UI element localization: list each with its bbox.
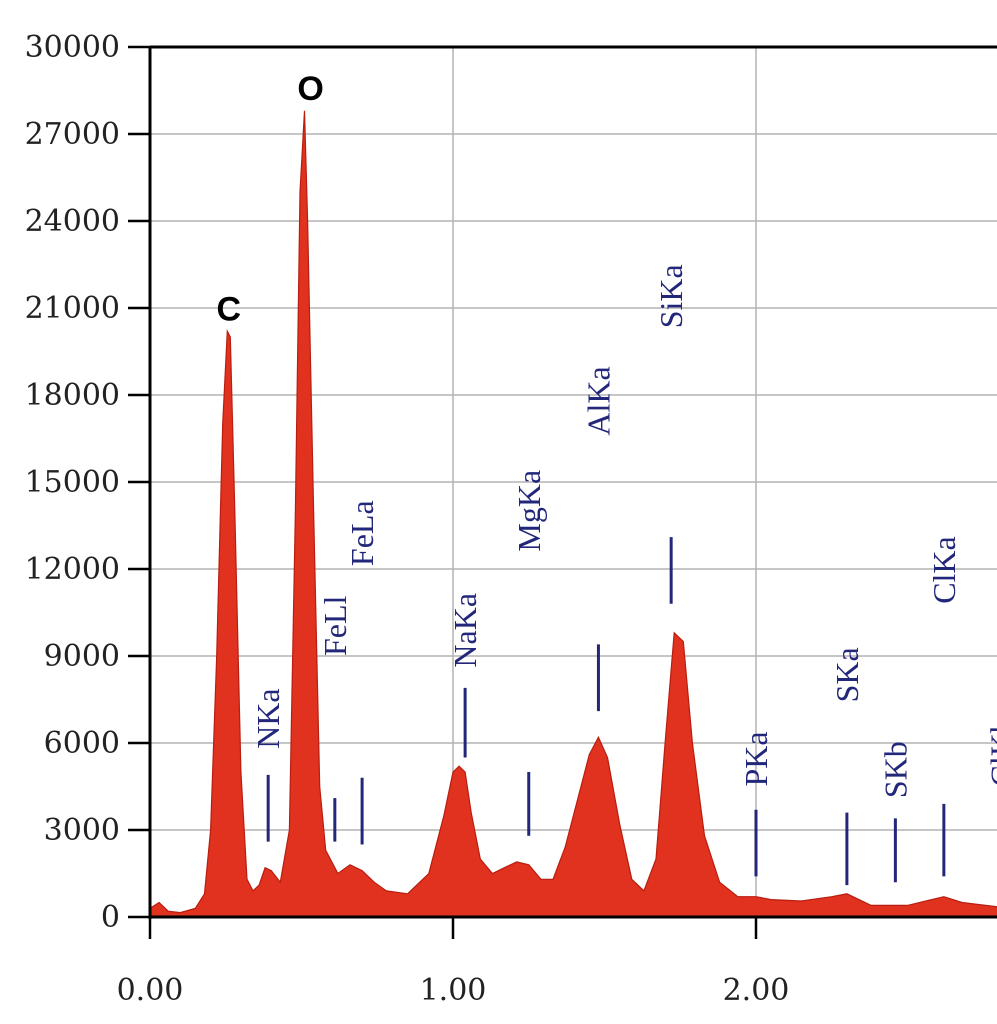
y-tick-label-27000: 27000 bbox=[25, 117, 120, 152]
y-tick-label-21000: 21000 bbox=[25, 291, 120, 326]
x-tick-label-0.00: 0.00 bbox=[117, 973, 184, 1008]
peak-markers: NKa FeLl FeLa NaKa MgKa AlKa SiKa PKa SKa SKb ClKa… bbox=[250, 264, 997, 886]
y-tick-label-24000: 24000 bbox=[25, 204, 120, 239]
x-tick-label-2.00: 2.00 bbox=[723, 973, 790, 1008]
peak-label-FeLa: FeLa bbox=[344, 500, 380, 566]
axes bbox=[128, 45, 997, 939]
peak-label-SKa: SKa bbox=[829, 647, 865, 702]
y-tick-label-3000: 3000 bbox=[44, 813, 120, 848]
y-tick-label-9000: 9000 bbox=[44, 639, 120, 674]
y-tick-label-12000: 12000 bbox=[25, 552, 120, 587]
element-label-O: O bbox=[297, 70, 323, 108]
element-label-C: C bbox=[216, 290, 241, 328]
y-tick-label-15000: 15000 bbox=[25, 465, 120, 500]
y-tick-label-30000: 30000 bbox=[25, 30, 120, 65]
peak-label-PKa: PKa bbox=[738, 731, 774, 786]
y-tick-labels: 0 3000 6000 9000 12000 15000 18000 21000 24000 27… bbox=[25, 30, 120, 935]
peak-label-MgKa: MgKa bbox=[511, 470, 547, 552]
y-tick-label-0: 0 bbox=[101, 900, 120, 935]
peak-label-NaKa: NaKa bbox=[447, 593, 483, 668]
peak-label-ClKa: ClKa bbox=[926, 536, 962, 604]
peak-label-ClKb: ClKb bbox=[983, 717, 997, 786]
x-tick-label-1.00: 1.00 bbox=[420, 973, 487, 1008]
peak-label-NKa: NKa bbox=[250, 688, 286, 748]
peak-label-SKb: SKb bbox=[877, 741, 913, 798]
spectrum-series bbox=[149, 110, 997, 918]
x-tick-labels: 0.001.002.003.004.005.00 bbox=[117, 973, 790, 1008]
y-tick-label-6000: 6000 bbox=[44, 726, 120, 761]
y-tick-label-18000: 18000 bbox=[25, 378, 120, 413]
peak-label-FeLl: FeLl bbox=[317, 595, 353, 656]
element-labels: COCa bbox=[216, 70, 323, 328]
peak-label-AlKa: AlKa bbox=[580, 366, 616, 435]
spectrum-area bbox=[149, 110, 997, 918]
peak-label-SiKa: SiKa bbox=[653, 264, 689, 328]
grid bbox=[150, 46, 997, 917]
